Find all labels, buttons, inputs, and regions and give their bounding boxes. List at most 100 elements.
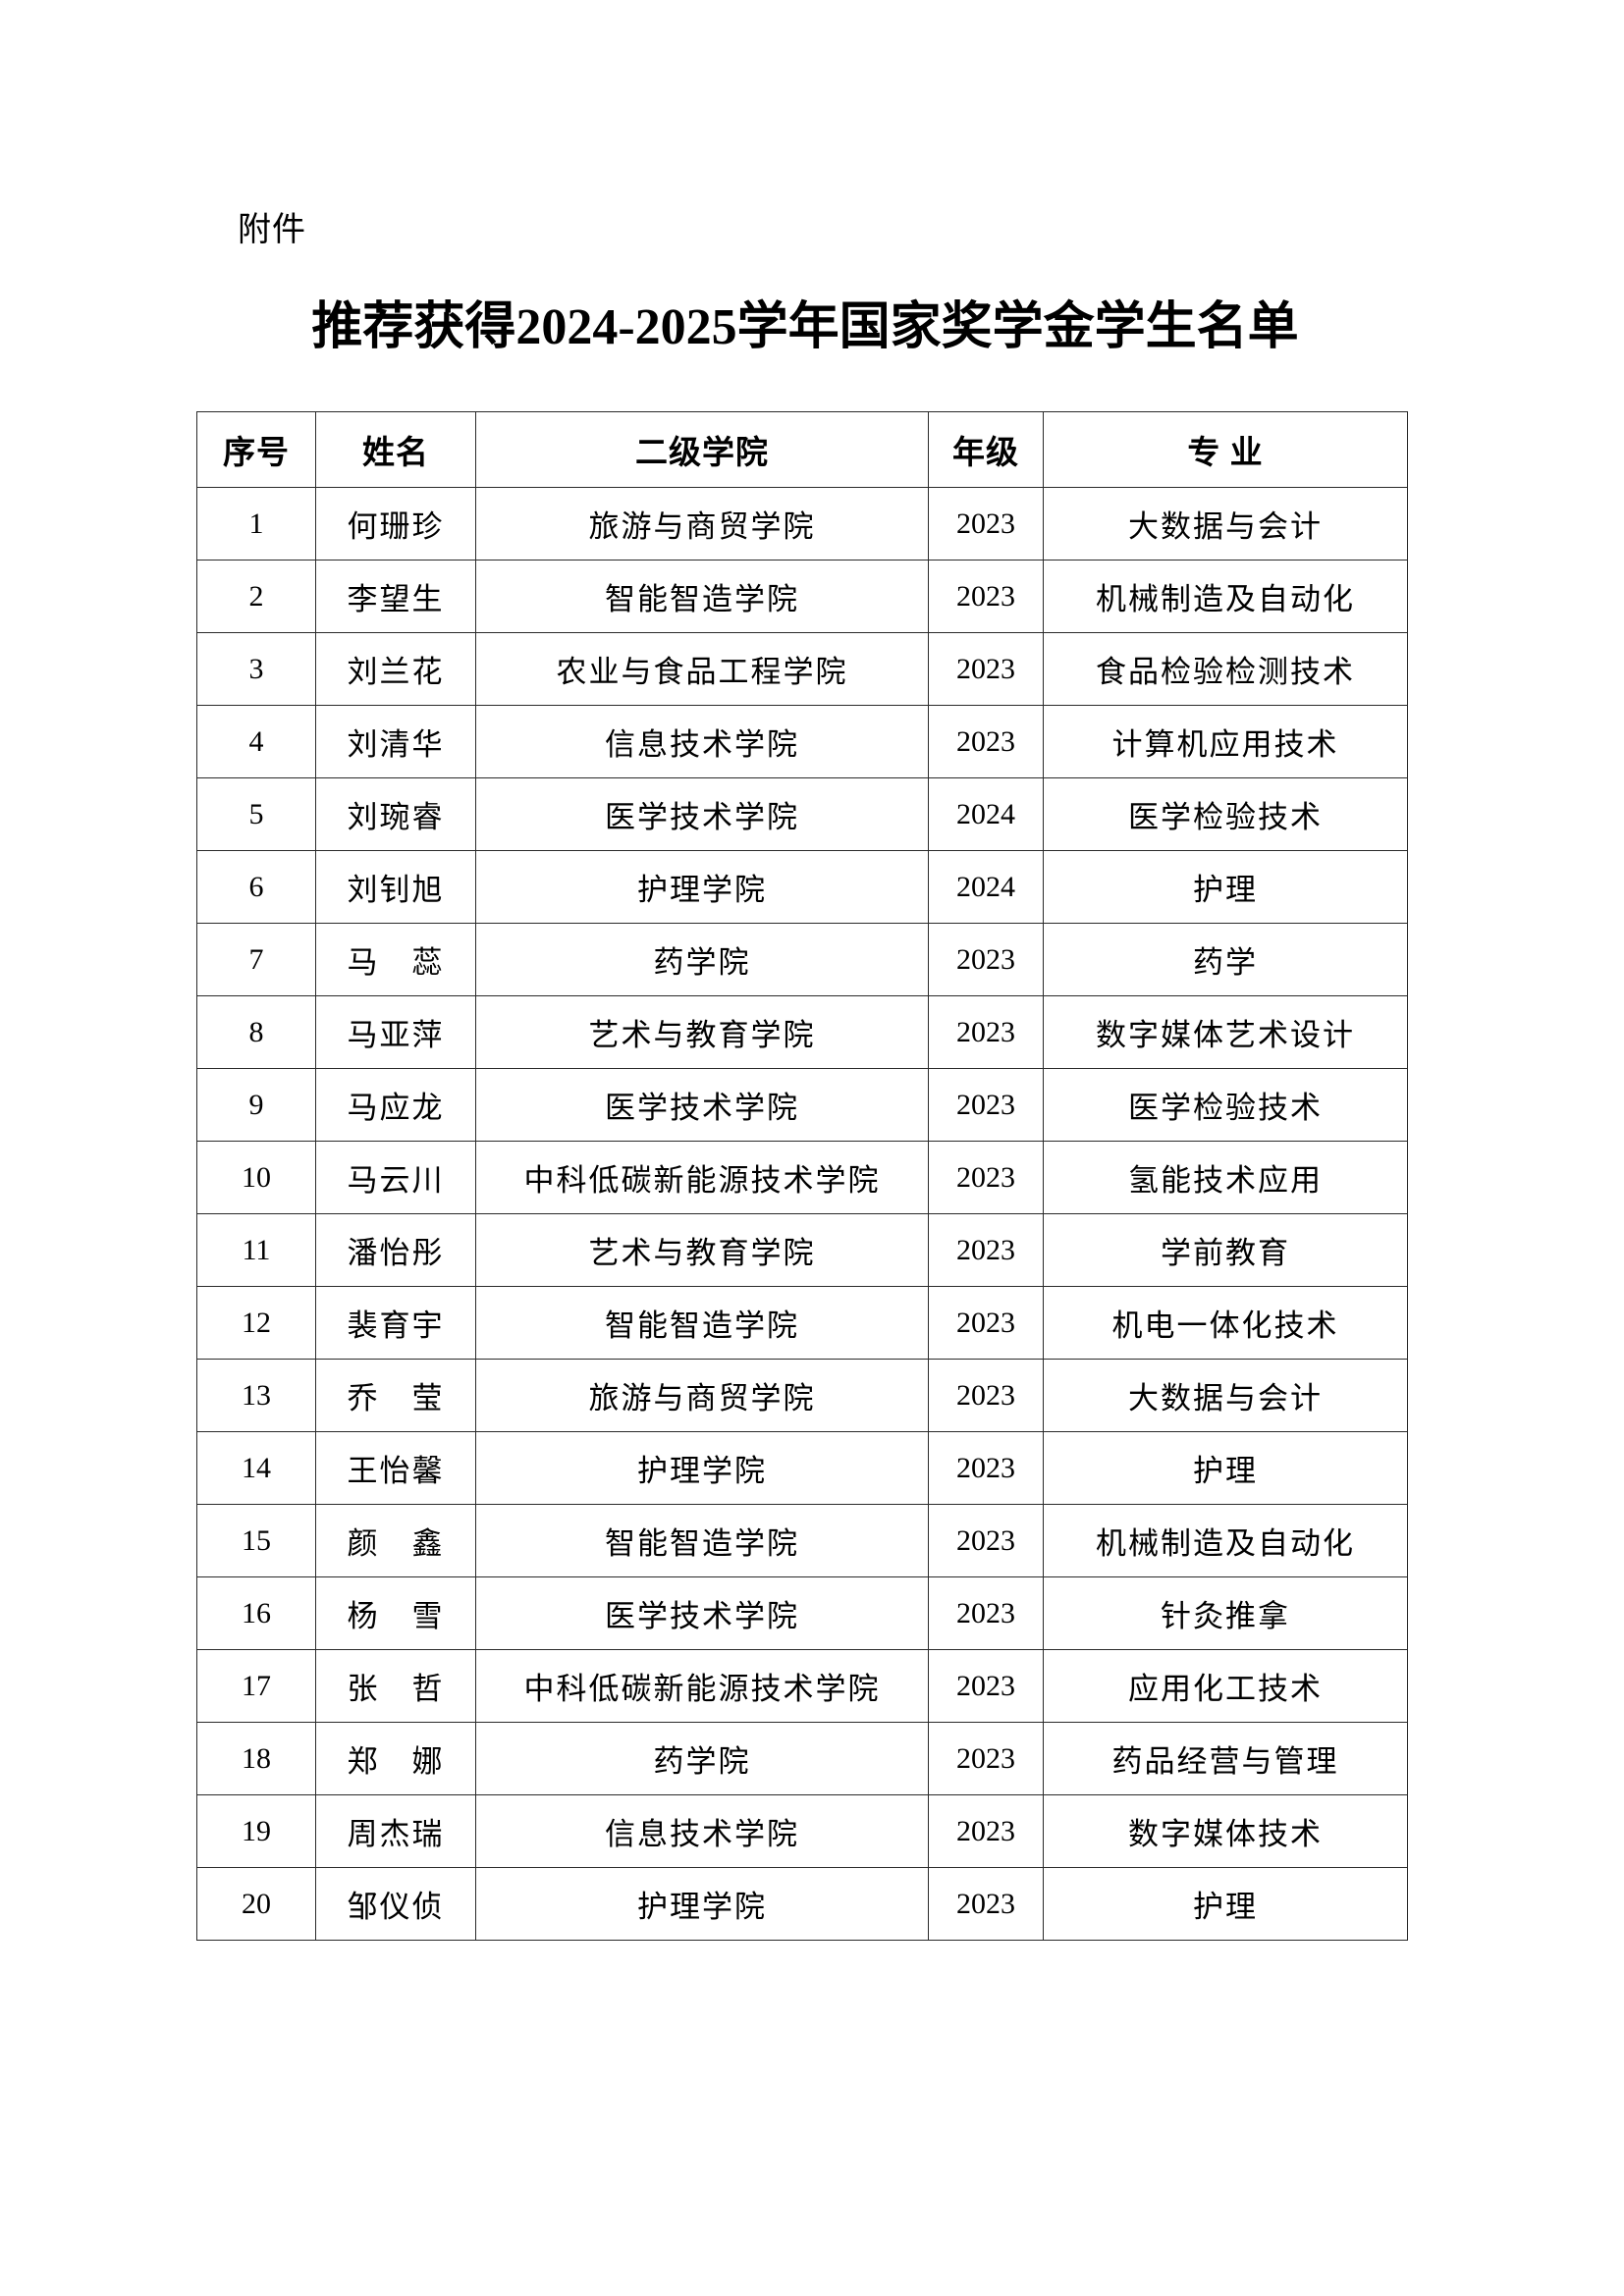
cell-name: 颜 鑫 — [315, 1504, 476, 1577]
column-header-grade: 年级 — [928, 411, 1044, 488]
cell-college: 艺术与教育学院 — [475, 995, 929, 1069]
table-row: 1 何珊珍 旅游与商贸学院 2023 大数据与会计 — [196, 487, 1408, 561]
cell-seq: 17 — [196, 1649, 316, 1723]
cell-seq: 8 — [196, 995, 316, 1069]
cell-seq: 4 — [196, 705, 316, 778]
cell-seq: 7 — [196, 923, 316, 996]
cell-seq: 13 — [196, 1359, 316, 1432]
cell-major: 药品经营与管理 — [1043, 1722, 1408, 1795]
cell-grade: 2024 — [928, 850, 1044, 924]
cell-grade: 2023 — [928, 1504, 1044, 1577]
table-row: 12 裴育宇 智能智造学院 2023 机电一体化技术 — [196, 1286, 1408, 1360]
cell-name: 刘清华 — [315, 705, 476, 778]
cell-major: 计算机应用技术 — [1043, 705, 1408, 778]
table-row: 15 颜 鑫智能智造学院 2023 机械制造及自动化 — [196, 1504, 1408, 1577]
cell-name: 李望生 — [315, 560, 476, 633]
table-row: 4 刘清华 信息技术学院 2023 计算机应用技术 — [196, 705, 1408, 778]
cell-grade: 2023 — [928, 1068, 1044, 1142]
cell-seq: 1 — [196, 487, 316, 561]
cell-college: 农业与食品工程学院 — [475, 632, 929, 706]
cell-college: 护理学院 — [475, 850, 929, 924]
cell-grade: 2023 — [928, 487, 1044, 561]
cell-college: 智能智造学院 — [475, 560, 929, 633]
table-row: 17 张 哲中科低碳新能源技术学院 2023 应用化工技术 — [196, 1649, 1408, 1723]
cell-major: 大数据与会计 — [1043, 487, 1408, 561]
column-header-college: 二级学院 — [475, 411, 929, 488]
cell-college: 药学院 — [475, 1722, 929, 1795]
scholarship-roster-table: 序号 姓名 二级学院 年级 专 业 1 何珊珍 旅游与商贸学院 2023 大数据与会计 2… — [196, 411, 1408, 1941]
cell-college: 医学技术学院 — [475, 777, 929, 851]
cell-college: 医学技术学院 — [475, 1068, 929, 1142]
cell-college: 信息技术学院 — [475, 705, 929, 778]
cell-college: 信息技术学院 — [475, 1794, 929, 1868]
cell-seq: 6 — [196, 850, 316, 924]
column-header-seq: 序号 — [196, 411, 316, 488]
cell-grade: 2023 — [928, 1286, 1044, 1360]
table-row: 20 邹仪侦 护理学院 2023 护理 — [196, 1867, 1408, 1941]
cell-name: 张 哲 — [315, 1649, 476, 1723]
table-row: 8 马亚萍 艺术与教育学院 2023 数字媒体艺术设计 — [196, 995, 1408, 1069]
cell-grade: 2023 — [928, 560, 1044, 633]
cell-grade: 2023 — [928, 632, 1044, 706]
cell-name: 潘怡彤 — [315, 1213, 476, 1287]
cell-grade: 2023 — [928, 1359, 1044, 1432]
cell-name: 王怡馨 — [315, 1431, 476, 1505]
table-header-row: 序号 姓名 二级学院 年级 专 业 — [196, 411, 1408, 488]
table-row: 10 马云川 中科低碳新能源技术学院 2023 氢能技术应用 — [196, 1141, 1408, 1214]
cell-college: 旅游与商贸学院 — [475, 1359, 929, 1432]
cell-name: 马应龙 — [315, 1068, 476, 1142]
cell-college: 护理学院 — [475, 1431, 929, 1505]
cell-name: 马亚萍 — [315, 995, 476, 1069]
cell-grade: 2023 — [928, 1649, 1044, 1723]
cell-college: 智能智造学院 — [475, 1286, 929, 1360]
table-row: 3 刘兰花 农业与食品工程学院 2023 食品检验检测技术 — [196, 632, 1408, 706]
attachment-label: 附件 — [238, 211, 306, 248]
cell-name: 刘琬睿 — [315, 777, 476, 851]
cell-major: 数字媒体技术 — [1043, 1794, 1408, 1868]
cell-name: 裴育宇 — [315, 1286, 476, 1360]
cell-college: 旅游与商贸学院 — [475, 487, 929, 561]
cell-seq: 9 — [196, 1068, 316, 1142]
cell-seq: 20 — [196, 1867, 316, 1941]
cell-name: 邹仪侦 — [315, 1867, 476, 1941]
table-body: 1 何珊珍 旅游与商贸学院 2023 大数据与会计 2 李望生 智能智造学院 2023 机械制造及… — [196, 487, 1408, 1941]
cell-name: 乔 莹 — [315, 1359, 476, 1432]
table-row: 14 王怡馨 护理学院 2023 护理 — [196, 1431, 1408, 1505]
cell-major: 数字媒体艺术设计 — [1043, 995, 1408, 1069]
cell-major: 应用化工技术 — [1043, 1649, 1408, 1723]
cell-college: 智能智造学院 — [475, 1504, 929, 1577]
table-row: 11 潘怡彤 艺术与教育学院 2023 学前教育 — [196, 1213, 1408, 1287]
roster-table-container: 序号 姓名 二级学院 年级 专 业 1 何珊珍 旅游与商贸学院 2023 大数据与会计 2… — [196, 411, 1408, 1941]
cell-name: 马云川 — [315, 1141, 476, 1214]
cell-grade: 2023 — [928, 1722, 1044, 1795]
cell-seq: 19 — [196, 1794, 316, 1868]
cell-college: 中科低碳新能源技术学院 — [475, 1141, 929, 1214]
cell-major: 药学 — [1043, 923, 1408, 996]
table-row: 13 乔 莹旅游与商贸学院 2023 大数据与会计 — [196, 1359, 1408, 1432]
page-title: 推荐获得2024-2025学年国家奖学金学生名单 — [311, 299, 1299, 355]
cell-name: 周杰瑞 — [315, 1794, 476, 1868]
cell-seq: 16 — [196, 1576, 316, 1650]
cell-grade: 2023 — [928, 995, 1044, 1069]
cell-college: 中科低碳新能源技术学院 — [475, 1649, 929, 1723]
table-header: 序号 姓名 二级学院 年级 专 业 — [196, 411, 1408, 488]
cell-college: 医学技术学院 — [475, 1576, 929, 1650]
table-row: 5 刘琬睿 医学技术学院 2024 医学检验技术 — [196, 777, 1408, 851]
cell-grade: 2023 — [928, 1141, 1044, 1214]
cell-major: 学前教育 — [1043, 1213, 1408, 1287]
cell-grade: 2023 — [928, 1576, 1044, 1650]
cell-grade: 2023 — [928, 705, 1044, 778]
cell-major: 护理 — [1043, 850, 1408, 924]
cell-seq: 14 — [196, 1431, 316, 1505]
cell-name: 刘钊旭 — [315, 850, 476, 924]
column-header-name: 姓名 — [315, 411, 476, 488]
cell-seq: 2 — [196, 560, 316, 633]
cell-college: 艺术与教育学院 — [475, 1213, 929, 1287]
cell-grade: 2024 — [928, 777, 1044, 851]
cell-name: 刘兰花 — [315, 632, 476, 706]
cell-grade: 2023 — [928, 923, 1044, 996]
cell-name: 郑 娜 — [315, 1722, 476, 1795]
table-row: 2 李望生 智能智造学院 2023 机械制造及自动化 — [196, 560, 1408, 633]
